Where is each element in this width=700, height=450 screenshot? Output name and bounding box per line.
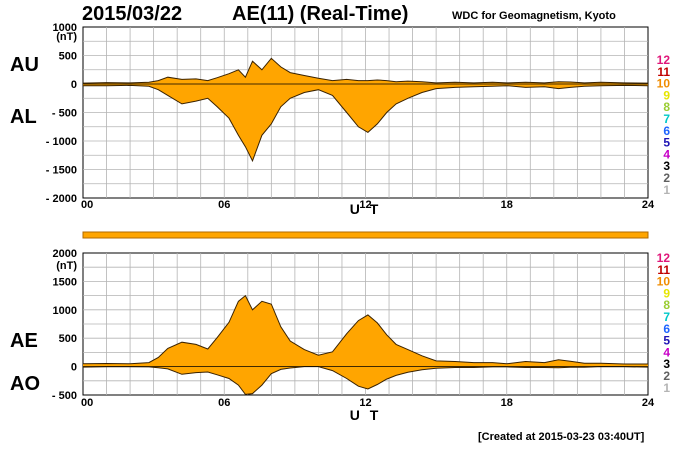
panel2-legend-level: 11 [657,263,670,277]
panel2-legend-level: 6 [663,322,670,336]
panel2-ytick-label: 500 [59,333,77,345]
panel1-ytick-label: - 1500 [46,165,77,177]
panel2-legend-level: 7 [663,310,670,324]
panel1-legend-level: 9 [663,88,670,102]
panel1-ytick-label: - 1000 [46,136,77,148]
panel2-xaxis-title: U T [350,407,382,423]
panel1-au-line [82,57,649,84]
date-label: 2015/03/22 [82,3,183,25]
panel1-xtick-label: 18 [501,199,513,211]
panel1-legend-level: 1 [663,183,670,197]
panel1-xtick-label: 06 [218,199,230,211]
separator-bar [82,231,649,239]
panel2-ytick-label: 2000 [53,248,77,260]
panel2-xtick-label: 00 [81,397,93,409]
panel2-legend-level: 3 [663,357,670,371]
panel1-lower-label: AL [10,106,37,128]
panel1-legend-level: 7 [663,112,670,126]
panel1-ytick-label: - 2000 [46,193,77,205]
panel2-upper-label: AE [10,330,38,352]
panel2-unit-label: (nT) [56,260,77,272]
panel1-ytick-label: - 500 [52,108,77,120]
panel1-legend-level: 4 [663,147,670,161]
panel1-upper-label: AU [10,54,39,76]
panel1-legend-level: 12 [657,53,671,67]
panel2-xtick-label: 18 [501,397,513,409]
panel2-ae-line [82,294,648,365]
created-timestamp: [Created at 2015-03-23 03:40UT] [478,431,645,443]
panel1-ytick-label: 0 [71,79,77,91]
panel2-legend-level: 8 [663,298,670,312]
panel1-ytick-label: 1000 [53,22,77,34]
panel2-xtick-label: 12 [359,397,371,409]
panel1-xtick-label: 12 [359,199,371,211]
panel1-ytick-label: 500 [59,51,77,63]
panel2-lower-label: AO [10,373,40,395]
panel2-ytick-label: 1500 [53,276,77,288]
panel2-legend-level: 5 [663,334,670,348]
panel2-legend-level: 4 [663,345,670,359]
panel1-unit-label: (nT) [56,31,77,43]
panel2-legend-level: 1 [663,381,670,395]
credit-label: WDC for Geomagnetism, Kyoto [452,10,616,22]
panel1-al-line [83,84,649,163]
panel2-xtick-label: 06 [218,397,230,409]
panel2-legend-level: 12 [657,251,671,265]
panel2-legend-level: 9 [663,286,670,300]
panel2-band-fill [83,295,648,395]
panel2-ytick-label: 1000 [53,305,77,317]
panel1-legend-level: 3 [663,159,670,173]
chart-title: AE(11) (Real-Time) [232,3,409,25]
panel2-legend-level: 2 [663,369,670,383]
panel1-legend-level: 11 [657,65,670,79]
panel2-ao-line [82,366,649,395]
panel1-legend-level: 6 [663,124,670,138]
panel2-ytick-label: 0 [71,362,77,374]
panel2-ytick-label: - 500 [52,390,77,402]
panel1-legend-level: 10 [657,77,671,91]
panel1-legend-level: 2 [663,171,670,185]
panel1-legend-level: 5 [663,136,670,150]
panel2-xtick-label: 24 [642,397,655,409]
panel1-xtick-label: 00 [81,199,93,211]
panel2-legend-level: 10 [657,275,671,289]
panel1-legend-level: 8 [663,100,670,114]
panel1-xtick-label: 24 [642,199,655,211]
panel1-xaxis-title: U T [350,201,382,217]
